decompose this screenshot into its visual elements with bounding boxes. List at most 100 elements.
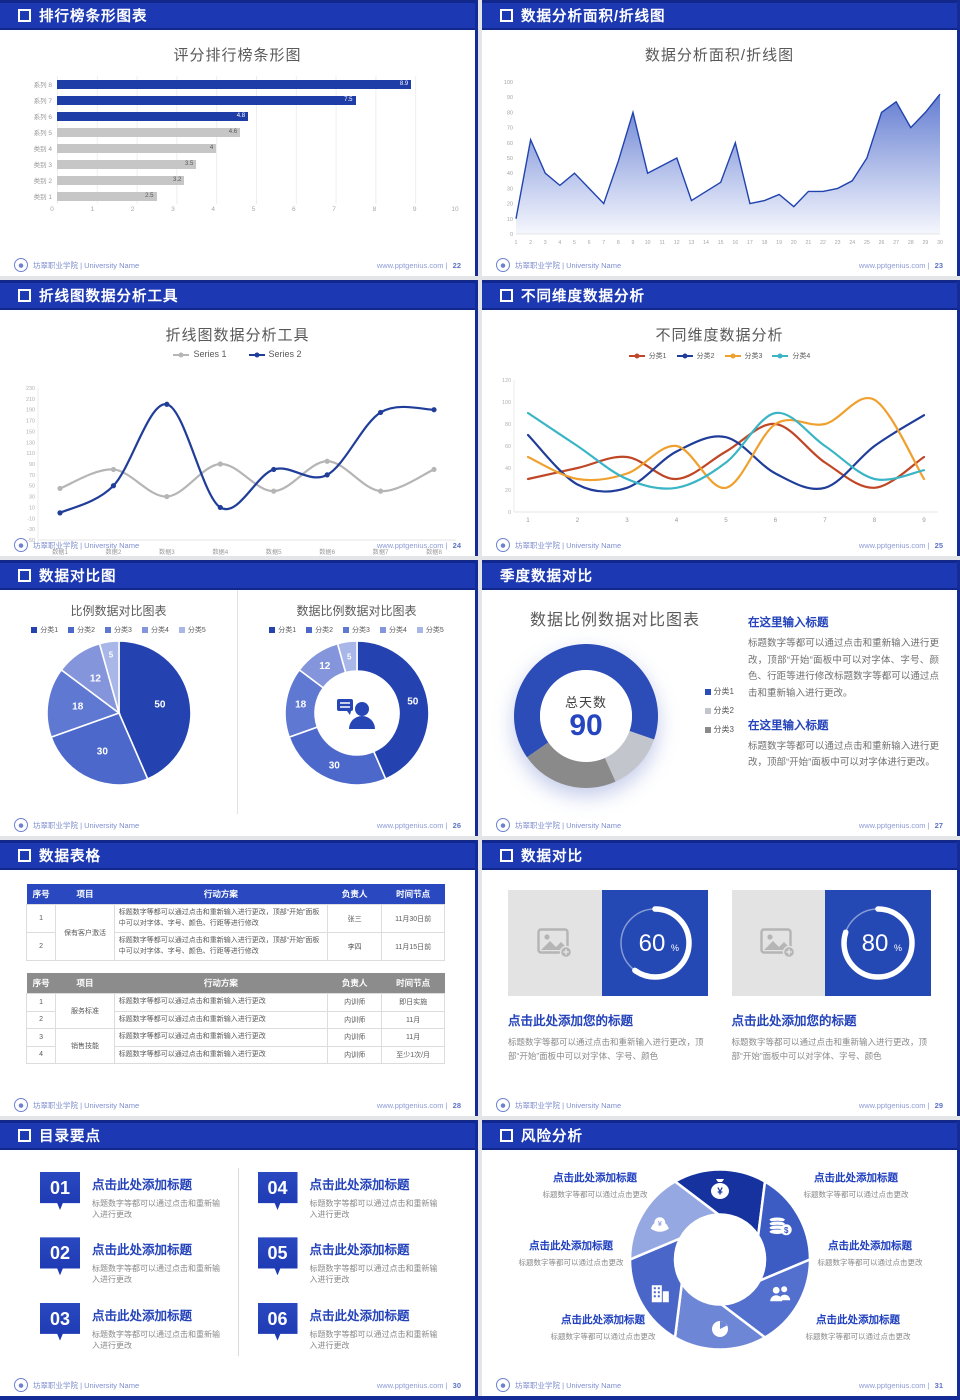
page-bottom-strip xyxy=(0,1396,960,1400)
svg-text:3: 3 xyxy=(544,240,547,246)
toc-item: 04 点击此处添加标题 标题数字等都可以通过点击和重新输入进行更改 xyxy=(238,1164,456,1229)
footer-site: www.pptgenius.com | 25 xyxy=(858,540,943,550)
toc-number-badge: 05 xyxy=(257,1237,298,1276)
svg-text:18: 18 xyxy=(72,702,84,713)
svg-text:0: 0 xyxy=(508,510,511,516)
svg-text:12: 12 xyxy=(674,240,680,246)
svg-text:23: 23 xyxy=(835,240,841,246)
slide-header: 数据表格 xyxy=(0,840,475,870)
chart-title: 折线图数据分析工具 xyxy=(165,327,310,344)
svg-text:5: 5 xyxy=(724,517,728,524)
square-bullet-icon xyxy=(500,1128,513,1142)
progress-ring: 80% xyxy=(825,890,931,996)
svg-text:80: 80 xyxy=(507,110,513,116)
section-heading: 在这里输入标题 xyxy=(748,617,829,629)
building-icon xyxy=(651,1285,669,1303)
slide-header: 季度数据对比 xyxy=(482,560,957,590)
slide-data-tables[interactable]: 数据表格 序号 项目 行动方案 负责人 时间节点 1 保有客户激活 标题数字等都可以通过点击和… xyxy=(0,840,478,1116)
svg-text:0: 0 xyxy=(510,232,513,238)
slide-multiline-chart[interactable]: 不同维度数据分析 不同维度数据分析 分类1 分类2 分类3 分类4 120 100 80 6… xyxy=(482,280,960,556)
university-name: 坊翠职业学院 | University Name xyxy=(33,1380,140,1390)
square-bullet-icon xyxy=(18,1128,31,1142)
slide-header-title: 折线图数据分析工具 xyxy=(39,288,179,305)
slide-footer: 坊翠职业学院 | University Name www.pptgenius.c… xyxy=(482,1094,957,1116)
svg-text:¥: ¥ xyxy=(717,1187,723,1198)
square-bullet-icon xyxy=(18,8,31,22)
svg-text:-10: -10 xyxy=(27,516,35,522)
slide-risk-analysis[interactable]: 风险分析 ¥ $ ¥ 点击此处添加标题 标题数字等都可以通过点击更改 点击此处添加标题… xyxy=(482,1120,960,1396)
slide-toc-points[interactable]: 目录要点 01 点击此处添加标题 标题数字等都可以通过点击和重新输入进行更改 02 点… xyxy=(0,1120,478,1396)
multiline-chart: 120 100 80 60 40 20 0 1 2 3 4 5 6 7 8 9 xyxy=(494,374,945,534)
toc-body: 标题数字等都可以通过点击和重新输入进行更改 xyxy=(92,1329,220,1350)
svg-text:230: 230 xyxy=(26,386,35,392)
slide-header-title: 季度数据对比 xyxy=(500,568,593,585)
svg-text:22: 22 xyxy=(820,240,826,246)
svg-text:80: 80 xyxy=(505,422,511,428)
toc-number-badge: 06 xyxy=(257,1302,298,1341)
square-bullet-icon xyxy=(18,848,31,862)
svg-text:100: 100 xyxy=(504,80,513,86)
slide-ranking-bar-chart[interactable]: 排行榜条形图表 评分排行榜条形图 系列 8 8.9 系列 7 7.5 系列 6 4.8 系列… xyxy=(0,0,478,276)
toc-title: 点击此处添加标题 xyxy=(309,1308,410,1323)
svg-text:40: 40 xyxy=(505,466,511,472)
svg-text:数据5: 数据5 xyxy=(266,548,282,556)
donut-chart xyxy=(506,636,666,801)
svg-text:5: 5 xyxy=(108,651,113,660)
svg-text:%: % xyxy=(894,943,902,953)
risk-label: 点击此处添加标题 标题数字等都可以通过点击更改 xyxy=(542,1172,648,1199)
svg-text:40: 40 xyxy=(507,171,513,177)
toc-number-badge: 03 xyxy=(40,1302,80,1341)
svg-text:-50: -50 xyxy=(27,538,35,544)
slide-pie-comparison[interactable]: 数据对比图 比例数据对比图表 分类1 分类2 分类3 分类4 分类5 50 30 18 12 5… xyxy=(0,560,478,836)
svg-text:2: 2 xyxy=(576,517,580,524)
svg-text:1: 1 xyxy=(515,240,518,246)
bar-chart: 系列 8 8.9 系列 7 7.5 系列 6 4.8 系列 5 4.6 类别 4 4 类别 3 3.5… xyxy=(16,76,459,250)
card-title: 点击此处添加您的标题 xyxy=(508,1014,634,1028)
svg-text:60: 60 xyxy=(507,141,513,147)
svg-text:30: 30 xyxy=(29,495,35,501)
toc-body: 标题数字等都可以通过点击和重新输入进行更改 xyxy=(309,1199,438,1219)
toc-body: 标题数字等都可以通过点击和重新输入进行更改 xyxy=(309,1264,438,1285)
toc-title: 点击此处添加标题 xyxy=(92,1308,193,1323)
svg-text:90: 90 xyxy=(507,95,513,101)
slide-body: 不同维度数据分析 分类1 分类2 分类3 分类4 120 100 80 60 40 20 0 1 2 3… xyxy=(482,310,957,534)
slide-body: 比例数据对比图表 分类1 分类2 分类3 分类4 分类5 50 30 18 12 5 数据比例数… xyxy=(0,590,475,814)
svg-text:50: 50 xyxy=(154,700,166,711)
progress-card: 80% 点击此处添加您的标题 标题数字等都可以通过点击和重新输入进行更改，顶部“… xyxy=(731,890,931,1064)
svg-text:30: 30 xyxy=(96,746,108,757)
svg-text:16: 16 xyxy=(732,240,738,246)
slide-header: 风险分析 xyxy=(482,1120,957,1150)
page-number: 22 xyxy=(452,260,461,270)
svg-text:10: 10 xyxy=(507,217,513,223)
chart-legend: Series 1 Series 2 xyxy=(0,349,475,359)
slide-header-title: 排行榜条形图表 xyxy=(39,8,148,25)
chart-title: 评分排行榜条形图 xyxy=(173,47,302,64)
page-number: 30 xyxy=(452,1380,461,1390)
slide-area-chart[interactable]: 数据分析面积/折线图 数据分析面积/折线图 0 10 20 30 40 50 60 70 80 9… xyxy=(482,0,960,276)
svg-text:30: 30 xyxy=(937,240,943,246)
svg-text:20: 20 xyxy=(505,488,511,494)
svg-text:21: 21 xyxy=(806,240,812,246)
slide-progress-comparison[interactable]: 数据对比 60% 点击此处添加您的标题 标题数字等都可以通过点击和重新输入进行更… xyxy=(482,840,960,1116)
svg-text:25: 25 xyxy=(864,240,870,246)
square-bullet-icon xyxy=(18,288,31,302)
toc-item: 06 点击此处添加标题 标题数字等都可以通过点击和重新输入进行更改 xyxy=(238,1295,456,1360)
slide-line-chart[interactable]: 折线图数据分析工具 折线图数据分析工具 Series 1 Series 2 230… xyxy=(0,280,478,556)
svg-text:6: 6 xyxy=(774,517,778,524)
toc-item: 02 点击此处添加标题 标题数字等都可以通过点击和重新输入进行更改 xyxy=(20,1229,238,1294)
slide-quarterly-comparison[interactable]: 季度数据对比 数据比例数据对比图表 总天数 90 分类1 分类2 分类3 在这里输入… xyxy=(482,560,960,836)
page-number: 27 xyxy=(934,820,943,830)
university-logo-icon xyxy=(14,258,28,272)
slide-header-title: 数据分析面积/折线图 xyxy=(521,8,666,25)
toc-body: 标题数字等都可以通过点击和重新输入进行更改 xyxy=(92,1264,220,1285)
svg-text:29: 29 xyxy=(922,240,928,246)
section-body: 标题数字等都可以通过点击和重新输入进行更改，顶部“开始”面板中可以对字体进行更改… xyxy=(748,740,939,769)
svg-text:18: 18 xyxy=(295,699,307,710)
slide-header: 数据对比 xyxy=(482,840,957,870)
tables-container: 序号 项目 行动方案 负责人 时间节点 1 保有客户激活 标题数字等都可以通过点击和重新输入进… xyxy=(25,884,445,1076)
toc-item: 03 点击此处添加标题标题数字等都可以通过点击和重新输入进行更改 xyxy=(20,1295,238,1360)
svg-text:15: 15 xyxy=(718,240,724,246)
slide-body: 01 点击此处添加标题 标题数字等都可以通过点击和重新输入进行更改 02 点击此处添加… xyxy=(0,1150,475,1374)
section-heading: 在这里输入标题 xyxy=(748,719,829,732)
slide-body: ¥ $ ¥ 点击此处添加标题 标题数字等都可以通过点击更改 点击此处添加标题 标题数字等… xyxy=(482,1150,957,1374)
